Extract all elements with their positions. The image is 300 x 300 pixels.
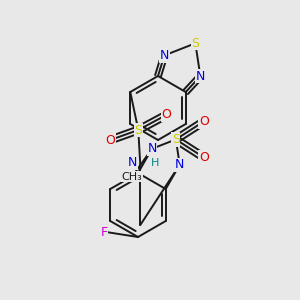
Text: N: N <box>128 157 137 169</box>
Text: S: S <box>134 124 142 136</box>
Text: N: N <box>160 49 169 62</box>
Text: H: H <box>151 158 160 168</box>
Text: O: O <box>199 151 209 164</box>
Text: F: F <box>100 226 108 238</box>
Text: S: S <box>191 37 200 50</box>
Text: O: O <box>105 134 115 146</box>
Text: O: O <box>161 109 171 122</box>
Text: N: N <box>147 142 157 155</box>
Text: CH₃: CH₃ <box>122 172 142 182</box>
Text: S: S <box>172 133 180 146</box>
Text: O: O <box>199 115 209 128</box>
Text: N: N <box>196 70 205 83</box>
Text: N: N <box>175 158 184 171</box>
